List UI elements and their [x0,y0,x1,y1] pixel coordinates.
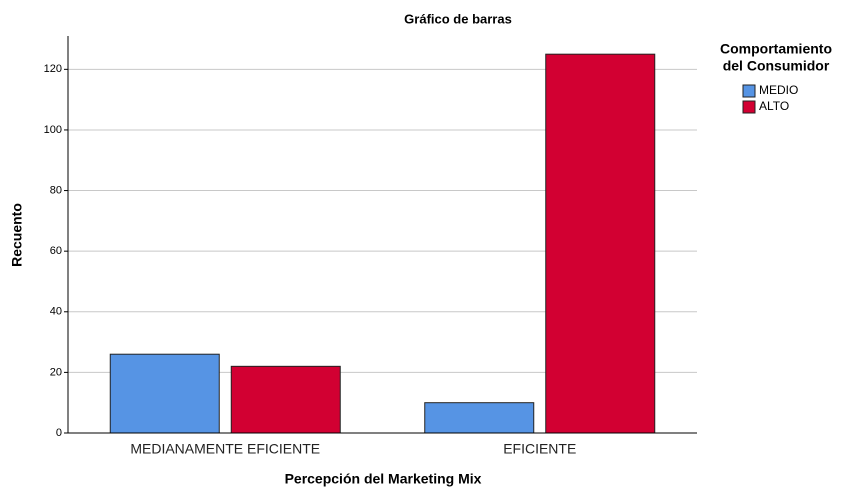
legend-title: Comportamiento [720,41,832,57]
y-tick-label: 120 [44,63,62,75]
x-tick-label: MEDIANAMENTE EFICIENTE [130,441,320,457]
y-tick-label: 60 [50,245,62,257]
y-tick-label: 100 [44,124,62,136]
y-tick-label: 20 [50,366,62,378]
x-tick-label: EFICIENTE [503,441,576,457]
bar [545,53,656,434]
y-tick-label: 40 [50,306,62,318]
chart-title: Gráfico de barras [404,11,512,26]
legend-label: ALTO [759,99,789,113]
legend-label: MEDIO [759,83,798,97]
y-tick-label: 0 [56,427,62,439]
y-tick-label: 80 [50,184,62,196]
x-axis-title: Percepción del Marketing Mix [285,471,482,487]
bar [109,353,220,434]
bar [424,402,535,434]
y-axis-title: Recuento [9,203,25,267]
legend-swatch [742,84,756,98]
legend-swatch [742,100,756,114]
bar [230,365,341,434]
legend-title: del Consumidor [723,58,830,74]
